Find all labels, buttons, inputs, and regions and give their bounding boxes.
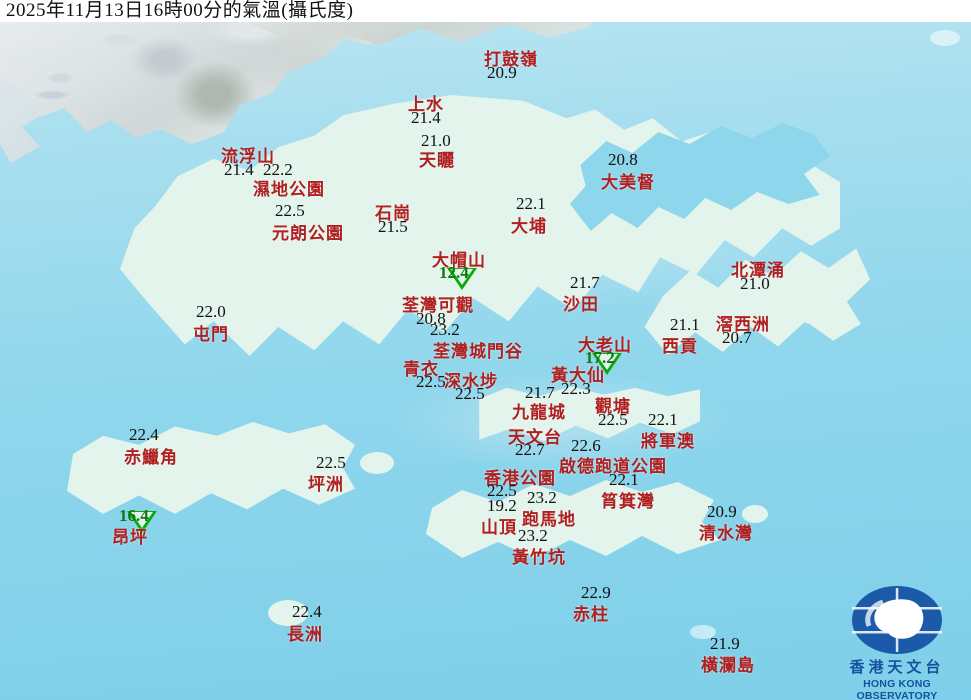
station-temperature-大埔: 22.1	[516, 194, 546, 213]
station-name-石崗: 石崗	[375, 204, 411, 224]
station-name-沙田: 沙田	[563, 295, 599, 315]
station-name-打鼓嶺: 打鼓嶺	[484, 50, 538, 70]
station-temperature-深水埗: 22.5	[455, 384, 485, 403]
station-temperature-大帽山: 12.4	[439, 263, 469, 282]
station-name-屯門: 屯門	[193, 325, 229, 345]
station-temperature-跑馬地: 23.2	[527, 488, 557, 507]
station-temperature-大老山: 17.2	[585, 348, 615, 367]
station-name-荃灣可觀: 荃灣可觀	[402, 296, 474, 316]
station-temperature-筲箕灣: 22.1	[609, 470, 639, 489]
islet-clear-water-bay	[742, 505, 768, 523]
station-name-將軍澳: 將軍澳	[641, 432, 695, 452]
station-name-流浮山: 流浮山	[221, 147, 275, 167]
station-name-荃灣城門谷: 荃灣城門谷	[433, 342, 523, 362]
station-name-天文台: 天文台	[508, 428, 562, 448]
station-name-元朗公園: 元朗公園	[272, 224, 344, 244]
cloud-decoration	[690, 625, 716, 639]
station-temperature-山頂: 19.2	[487, 496, 517, 515]
station-name-啟德跑道公園: 啟德跑道公園	[559, 457, 667, 477]
hko-logo: 香港天文台 HONG KONG OBSERVATORY	[831, 584, 963, 700]
station-temperature-濕地公園: 22.2	[263, 160, 293, 179]
station-name-青衣: 青衣	[403, 360, 439, 380]
station-name-深水埗: 深水埗	[444, 372, 498, 392]
station-name-橫瀾島: 橫瀾島	[701, 656, 755, 676]
station-temperature-橫瀾島: 21.9	[710, 634, 740, 653]
station-temperature-九龍城: 21.7	[525, 383, 555, 402]
station-name-天矖: 天矖	[419, 151, 455, 171]
station-temperature-沙田: 21.7	[570, 273, 600, 292]
station-name-北潭涌: 北潭涌	[731, 261, 785, 281]
station-name-濕地公園: 濕地公園	[253, 180, 325, 200]
station-name-觀塘: 觀塘	[595, 397, 631, 417]
station-name-滘西洲: 滘西洲	[716, 315, 770, 335]
station-temperature-昂坪: 16.4	[119, 506, 149, 525]
station-name-赤柱: 赤柱	[573, 605, 609, 625]
station-temperature-香港公園: 22.5	[487, 481, 517, 500]
station-temperature-元朗公園: 22.5	[275, 201, 305, 220]
station-temperature-打鼓嶺: 20.9	[487, 63, 517, 82]
low-temp-marker-昂坪	[127, 511, 157, 533]
station-temperature-石崗: 21.5	[378, 217, 408, 236]
station-temperature-荃灣城門谷: 23.2	[430, 320, 460, 339]
hko-name-en: HONG KONG OBSERVATORY	[856, 678, 938, 700]
station-name-跑馬地: 跑馬地	[522, 510, 576, 530]
hko-emblem-icon	[852, 586, 942, 654]
islet-peng-chau	[360, 452, 394, 474]
station-temperature-觀塘: 22.5	[598, 410, 628, 429]
station-temperature-坪洲: 22.5	[316, 453, 346, 472]
station-temperature-上水: 21.4	[411, 108, 441, 127]
station-name-大帽山: 大帽山	[432, 251, 486, 271]
station-name-昂坪: 昂坪	[112, 528, 148, 548]
station-temperature-北潭涌: 21.0	[740, 274, 770, 293]
hko-name-zh: 香港天文台	[849, 658, 945, 676]
cloud-decoration	[930, 30, 960, 46]
station-temperature-黃竹坑: 23.2	[518, 526, 548, 545]
station-temperature-清水灣: 20.9	[707, 502, 737, 521]
station-temperature-荃灣可觀: 20.8	[416, 309, 446, 328]
station-temperature-西貢: 21.1	[670, 315, 700, 334]
station-name-上水: 上水	[408, 95, 444, 115]
islet-kau-sai-chau	[795, 295, 841, 325]
station-temperature-屯門: 22.0	[196, 302, 226, 321]
station-temperature-赤鱲角: 22.4	[129, 425, 159, 444]
page-title: 2025年11月13日16時00分的氣溫(攝氏度)	[0, 0, 971, 22]
station-name-大美督: 大美督	[601, 173, 655, 193]
low-temp-marker-大老山	[592, 353, 622, 375]
low-temp-marker-大帽山	[447, 268, 477, 290]
station-temperature-長洲: 22.4	[292, 602, 322, 621]
station-name-大埔: 大埔	[511, 217, 547, 237]
islet-cheung-chau	[268, 600, 308, 626]
station-name-清水灣: 清水灣	[699, 524, 753, 544]
station-temperature-天文台: 22.7	[515, 440, 545, 459]
station-temperature-黃大仙: 22.3	[561, 379, 591, 398]
station-temperature-赤柱: 22.9	[581, 583, 611, 602]
station-temperature-流浮山: 21.4	[224, 160, 254, 179]
station-name-赤鱲角: 赤鱲角	[124, 448, 178, 468]
station-name-坪洲: 坪洲	[308, 475, 344, 495]
station-name-黃大仙: 黃大仙	[551, 366, 605, 386]
station-name-香港公園: 香港公園	[484, 469, 556, 489]
station-temperature-啟德跑道公園: 22.6	[571, 436, 601, 455]
station-name-大老山: 大老山	[578, 336, 632, 356]
station-name-黃竹坑: 黃竹坑	[512, 548, 566, 568]
station-temperature-大美督: 20.8	[608, 150, 638, 169]
station-temperature-天矖: 21.0	[421, 131, 451, 150]
station-name-西貢: 西貢	[662, 337, 698, 357]
station-temperature-青衣: 22.5	[416, 372, 446, 391]
station-name-長洲: 長洲	[287, 625, 323, 645]
station-name-九龍城: 九龍城	[512, 403, 566, 423]
station-temperature-滘西洲: 20.7	[722, 328, 752, 347]
station-name-筲箕灣: 筲箕灣	[601, 492, 655, 512]
station-temperature-將軍澳: 22.1	[648, 410, 678, 429]
station-name-山頂: 山頂	[481, 518, 517, 538]
